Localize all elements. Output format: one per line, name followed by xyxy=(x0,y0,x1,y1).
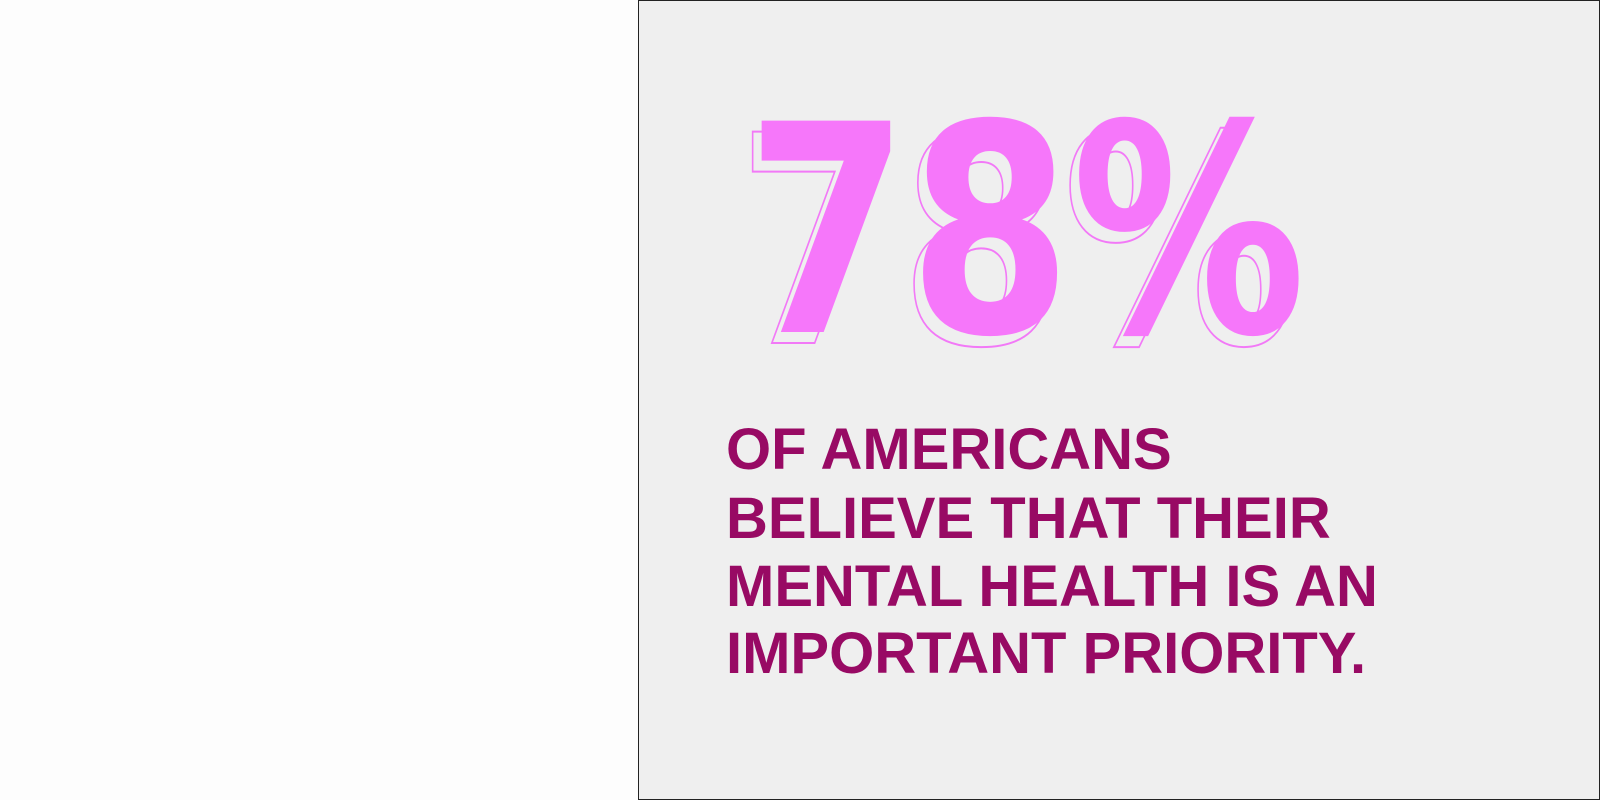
description-line: OF AMERICANS xyxy=(726,417,1172,482)
stat-figure-outline: 78% xyxy=(737,75,1297,412)
stat-figure: 78% xyxy=(746,64,1306,401)
panel xyxy=(638,0,1600,800)
description-line: MENTAL HEALTH IS AN xyxy=(726,554,1378,619)
description-line: BELIEVE THAT THEIR xyxy=(726,486,1331,551)
left-blank xyxy=(0,0,638,800)
description-line: IMPORTANT PRIORITY. xyxy=(726,621,1366,686)
